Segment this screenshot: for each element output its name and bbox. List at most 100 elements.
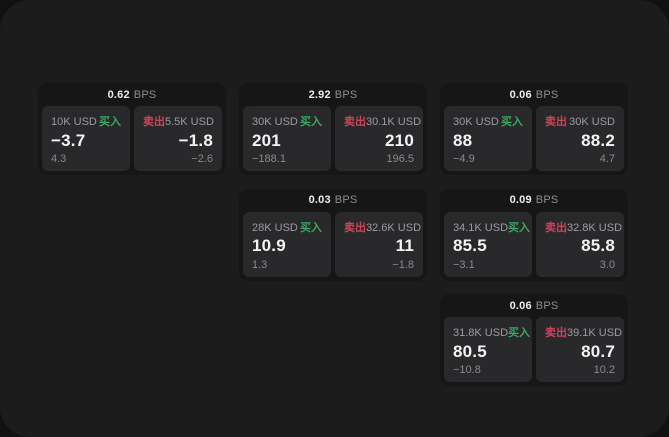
bps-value: 0.62 [107, 88, 130, 101]
quote-card: 0.06 BPS 30K USD 买入 88 −4.9 卖出 30K USD 8… [440, 83, 628, 175]
buy-delta: 4.3 [51, 153, 67, 165]
card-body: 34.1K USD 买入 85.5 −3.1 卖出 32.8K USD 85.8… [440, 211, 628, 281]
sell-panel[interactable]: 卖出 39.1K USD 80.7 10.2 [536, 317, 624, 382]
bps-value: 0.06 [509, 299, 532, 312]
sell-delta: 196.5 [386, 153, 414, 165]
buy-notional: 10K USD [51, 116, 97, 128]
buy-panel[interactable]: 10K USD 买入 −3.7 4.3 [42, 106, 130, 171]
sell-side-label: 卖出 [344, 116, 366, 128]
card-header: 0.06 BPS [440, 83, 628, 106]
buy-panel-top: 28K USD 买入 [252, 219, 322, 235]
sell-side-label: 卖出 [545, 327, 567, 339]
sell-notional: 32.6K USD [366, 221, 422, 234]
sell-panel[interactable]: 卖出 32.8K USD 85.8 3.0 [536, 211, 624, 277]
sell-notional: 30K USD [569, 116, 615, 128]
buy-panel[interactable]: 28K USD 买入 10.9 1.3 [243, 211, 331, 277]
buy-notional: 30K USD [252, 116, 298, 128]
sell-notional: 5.5K USD [165, 116, 214, 128]
sell-side-label: 卖出 [143, 116, 165, 128]
buy-delta: 1.3 [252, 258, 268, 271]
sell-price: 11 [395, 236, 414, 256]
buy-panel[interactable]: 30K USD 买入 201 −188.1 [243, 106, 331, 171]
bps-value: 0.06 [509, 88, 532, 101]
bps-value: 0.03 [308, 194, 331, 206]
buy-panel-top: 30K USD 买入 [252, 113, 322, 129]
card-body: 31.8K USD 买入 80.5 −10.8 卖出 39.1K USD 80.… [440, 317, 628, 386]
buy-delta: −188.1 [252, 153, 286, 165]
card-body: 30K USD 买入 88 −4.9 卖出 30K USD 88.2 4.7 [440, 106, 628, 175]
sell-delta: 3.0 [599, 258, 615, 271]
sell-notional: 30.1K USD [366, 116, 422, 128]
card-header: 0.03 BPS [239, 189, 427, 212]
buy-panel[interactable]: 30K USD 买入 88 −4.9 [444, 106, 532, 171]
buy-notional: 30K USD [453, 116, 499, 128]
sell-panel-top: 卖出 30.1K USD [344, 113, 421, 129]
bps-unit-label: BPS [133, 88, 157, 101]
sell-side-label: 卖出 [545, 221, 567, 234]
buy-notional: 31.8K USD [453, 327, 509, 339]
card-body: 30K USD 买入 201 −188.1 卖出 30.1K USD 210 1… [239, 106, 427, 175]
bps-unit-label: BPS [535, 299, 559, 312]
card-header: 2.92 BPS [239, 83, 427, 106]
buy-side-label: 买入 [508, 221, 531, 234]
buy-panel-top: 10K USD 买入 [51, 113, 121, 129]
sell-side-label: 卖出 [344, 221, 366, 234]
card-header: 0.06 BPS [440, 294, 628, 317]
buy-side-label: 买入 [508, 327, 531, 339]
bps-unit-label: BPS [535, 88, 559, 101]
card-header: 0.09 BPS [440, 189, 628, 212]
buy-delta: −3.1 [453, 258, 475, 271]
sell-panel-top: 卖出 5.5K USD [143, 113, 214, 129]
bps-unit-label: BPS [334, 194, 358, 206]
sell-delta: 10.2 [593, 364, 615, 376]
buy-panel[interactable]: 31.8K USD 买入 80.5 −10.8 [444, 317, 532, 382]
sell-delta: −2.6 [191, 153, 213, 165]
bps-unit-label: BPS [535, 194, 559, 206]
sell-panel-top: 卖出 39.1K USD [545, 324, 622, 340]
buy-price: 85.5 [453, 236, 487, 256]
sell-panel[interactable]: 卖出 32.6K USD 11 −1.8 [335, 211, 423, 277]
sell-price: 80.7 [581, 341, 615, 361]
sell-panel-top: 卖出 32.8K USD [545, 219, 622, 235]
buy-panel[interactable]: 34.1K USD 买入 85.5 −3.1 [444, 211, 532, 277]
sell-price: 85.8 [581, 236, 615, 256]
quote-card: 0.03 BPS 28K USD 买入 10.9 1.3 卖出 32.6K US… [239, 188, 427, 281]
sell-price: −1.8 [178, 130, 213, 150]
sell-delta: −1.8 [392, 258, 414, 271]
buy-price: 80.5 [453, 341, 487, 361]
buy-delta: −10.8 [453, 364, 481, 376]
sell-side-label: 卖出 [545, 116, 567, 128]
buy-notional: 28K USD [252, 221, 298, 234]
sell-panel-top: 卖出 30K USD [545, 113, 615, 129]
card-body: 10K USD 买入 −3.7 4.3 卖出 5.5K USD −1.8 −2.… [38, 106, 226, 175]
buy-price: 10.9 [252, 236, 286, 256]
quote-card: 2.92 BPS 30K USD 买入 201 −188.1 卖出 30.1K … [239, 83, 427, 175]
buy-panel-top: 30K USD 买入 [453, 113, 523, 129]
quote-card: 0.62 BPS 10K USD 买入 −3.7 4.3 卖出 5.5K USD… [38, 83, 226, 175]
bps-unit-label: BPS [334, 88, 358, 101]
buy-side-label: 买入 [300, 221, 322, 234]
sell-price: 88.2 [581, 130, 615, 150]
sell-notional: 39.1K USD [567, 327, 623, 339]
buy-side-label: 买入 [300, 116, 322, 128]
buy-side-label: 买入 [99, 116, 121, 128]
sell-panel[interactable]: 卖出 30K USD 88.2 4.7 [536, 106, 624, 171]
buy-price: 201 [252, 130, 281, 150]
sell-notional: 32.8K USD [567, 221, 623, 234]
quote-card: 0.09 BPS 34.1K USD 买入 85.5 −3.1 卖出 32.8K… [440, 188, 628, 281]
buy-panel-top: 34.1K USD 买入 [453, 219, 530, 235]
buy-price: 88 [453, 130, 473, 150]
bps-value: 0.09 [509, 194, 532, 206]
buy-side-label: 买入 [501, 116, 523, 128]
bps-value: 2.92 [308, 88, 331, 101]
buy-panel-top: 31.8K USD 买入 [453, 324, 530, 340]
card-header: 0.62 BPS [38, 83, 226, 106]
sell-panel-top: 卖出 32.6K USD [344, 219, 421, 235]
buy-notional: 34.1K USD [453, 221, 509, 234]
sell-panel[interactable]: 卖出 5.5K USD −1.8 −2.6 [134, 106, 222, 171]
card-body: 28K USD 买入 10.9 1.3 卖出 32.6K USD 11 −1.8 [239, 211, 427, 281]
buy-price: −3.7 [51, 130, 86, 150]
sell-panel[interactable]: 卖出 30.1K USD 210 196.5 [335, 106, 423, 171]
sell-price: 210 [385, 130, 414, 150]
